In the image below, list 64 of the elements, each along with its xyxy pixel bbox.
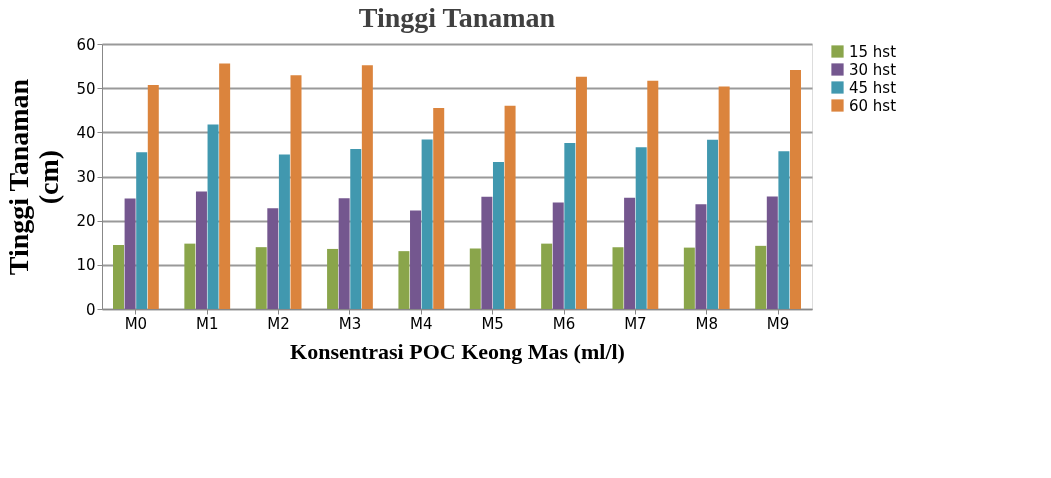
legend-label: 45 hst xyxy=(849,78,897,97)
bar xyxy=(635,147,647,309)
bar xyxy=(564,142,576,309)
y-tick-label: 10 xyxy=(76,256,96,275)
bar xyxy=(469,248,481,309)
bar xyxy=(481,196,493,309)
y-tick-label: 60 xyxy=(76,35,96,54)
x-tick-label: M4 xyxy=(410,314,433,333)
bar xyxy=(327,248,339,309)
x-tick-label: M2 xyxy=(267,314,290,333)
legend-label: 60 hst xyxy=(849,96,897,115)
bar xyxy=(124,198,136,309)
bar xyxy=(433,108,445,309)
bar xyxy=(290,75,302,309)
bar xyxy=(683,247,695,309)
bar xyxy=(147,85,159,309)
bar xyxy=(207,124,219,309)
bar xyxy=(492,161,504,309)
legend-label: 15 hst xyxy=(849,42,897,61)
bar xyxy=(136,152,148,309)
bar xyxy=(790,70,801,309)
bar xyxy=(718,86,730,309)
x-tick-label: M0 xyxy=(124,314,148,333)
x-tick-label: M6 xyxy=(552,314,576,333)
bar xyxy=(421,139,433,309)
bar xyxy=(255,247,267,309)
bar xyxy=(707,139,719,309)
y-tick-label: 50 xyxy=(76,79,96,98)
bar xyxy=(575,76,587,309)
x-tick-label: M7 xyxy=(624,314,647,333)
y-axis-title: Tinggi Tanaman (cm) xyxy=(3,78,65,276)
x-axis-title: Konsentrasi POC Keong Mas (ml/l) xyxy=(290,338,625,364)
bar xyxy=(184,243,196,309)
x-tick-label: M1 xyxy=(196,314,219,333)
bar xyxy=(350,149,362,309)
bar xyxy=(195,191,207,309)
bar xyxy=(504,105,516,309)
x-tick-label: M9 xyxy=(766,314,790,333)
x-tick-label: M3 xyxy=(338,314,362,333)
bar xyxy=(398,251,410,309)
bar xyxy=(755,245,767,309)
x-tick-label: M5 xyxy=(481,314,504,333)
y-tick-label: 20 xyxy=(76,212,96,231)
bar xyxy=(552,202,564,309)
chart-title: Tinggi Tanaman xyxy=(358,2,556,33)
bar xyxy=(278,154,290,309)
bar xyxy=(113,244,124,309)
bar xyxy=(267,208,279,309)
x-tick-label: M8 xyxy=(695,314,718,333)
legend-label: 30 hst xyxy=(849,60,897,79)
bar xyxy=(410,210,422,309)
bar xyxy=(624,197,636,309)
y-tick-label: 30 xyxy=(76,168,96,186)
bar xyxy=(219,63,231,309)
bar xyxy=(695,204,707,309)
bar xyxy=(541,243,553,309)
bar xyxy=(778,151,790,309)
bar xyxy=(338,198,350,309)
bar xyxy=(612,247,624,309)
bar xyxy=(766,196,778,309)
bar xyxy=(361,65,373,309)
bar xyxy=(647,80,659,309)
y-tick-label: 0 xyxy=(85,300,96,319)
y-tick-label: 40 xyxy=(76,123,96,142)
